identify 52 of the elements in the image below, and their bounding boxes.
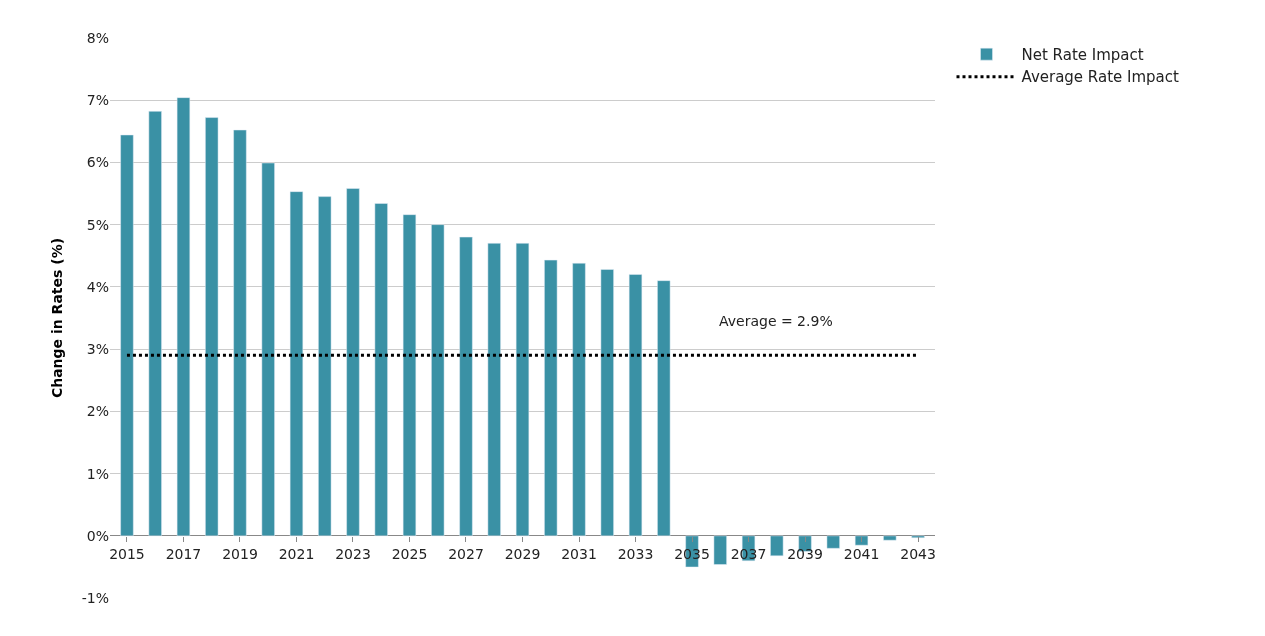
y-tick-label: 2% — [86, 403, 109, 420]
x-tick-label: 2043 — [900, 545, 936, 562]
y-tick-label: -1% — [81, 590, 109, 607]
bar — [883, 535, 897, 541]
x-tick-label: 2021 — [278, 545, 315, 562]
annotation: Average = 2.9% — [719, 313, 833, 329]
bar — [826, 535, 840, 549]
bar — [176, 97, 191, 537]
bar — [487, 243, 501, 537]
bar — [515, 243, 530, 537]
x-tick-label: 2015 — [109, 545, 145, 562]
bar — [459, 236, 473, 537]
bar — [402, 214, 417, 537]
bar — [374, 203, 388, 537]
bar — [289, 191, 304, 537]
x-tick-label: 2023 — [335, 545, 371, 562]
legend-label: Average Rate Impact — [1021, 68, 1180, 87]
bar — [233, 129, 247, 537]
x-tick-label: 2039 — [787, 545, 823, 562]
x-tick-label: 2041 — [843, 545, 880, 562]
bar — [431, 224, 445, 537]
bar — [318, 196, 332, 537]
x-tick-label: 2027 — [448, 545, 484, 562]
y-tick-label: 5% — [86, 216, 109, 233]
x-tick-label: 2031 — [561, 545, 597, 562]
bar — [657, 280, 671, 537]
y-tick-label: 1% — [86, 465, 109, 482]
bar — [205, 117, 219, 537]
bar — [854, 535, 869, 546]
y-axis-title: Change in Rates (%) — [49, 237, 66, 399]
y-tick-label: 7% — [86, 92, 109, 109]
bar — [628, 274, 643, 537]
bar — [572, 262, 586, 537]
bar — [120, 134, 134, 537]
bar — [713, 535, 727, 565]
bar — [346, 188, 360, 537]
bar — [261, 162, 275, 537]
y-tick-label: 4% — [86, 278, 109, 295]
y-tick-label: 6% — [86, 154, 109, 171]
x-tick-label: 2025 — [391, 545, 428, 562]
y-tick-label: 0% — [86, 527, 109, 544]
bar — [148, 111, 162, 537]
x-tick-label: 2033 — [617, 545, 654, 562]
y-tick-label: 3% — [86, 341, 109, 358]
bar — [770, 535, 784, 557]
x-tick-label: 2019 — [222, 545, 258, 562]
bar — [600, 269, 614, 537]
y-tick-label: 8% — [86, 29, 109, 46]
x-tick-label: 2017 — [165, 545, 202, 562]
bar — [544, 259, 558, 537]
legend-label: Net Rate Impact — [1021, 45, 1144, 64]
x-tick-label: 2029 — [504, 545, 541, 562]
